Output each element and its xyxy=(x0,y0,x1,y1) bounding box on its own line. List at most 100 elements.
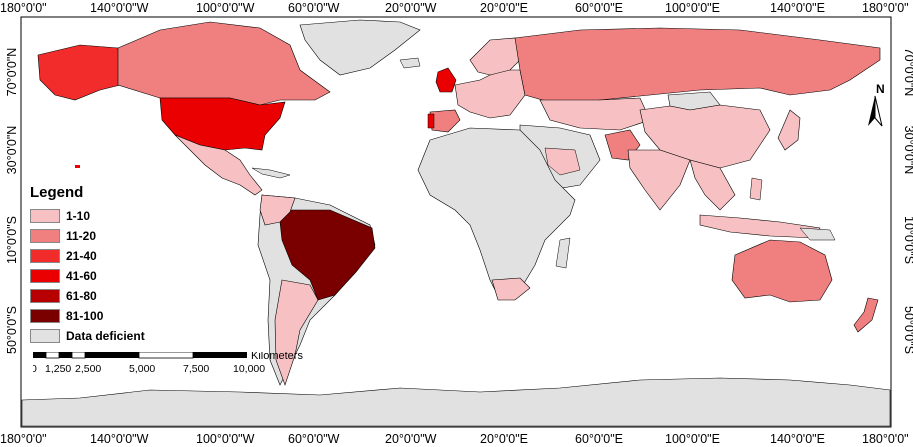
scale-label: 7,500 xyxy=(183,363,209,375)
legend-label: 1-10 xyxy=(66,209,91,223)
left-tick-label: 50°0'0"S xyxy=(5,306,19,354)
top-tick-label: 100°0'0"E xyxy=(665,1,720,15)
portugal xyxy=(427,113,435,129)
left-tick-label: 30°0'0"N xyxy=(5,126,19,175)
central-asia xyxy=(539,97,651,131)
bottom-tick-label: 100°0'0"E xyxy=(665,432,720,446)
southeast-asia xyxy=(689,159,736,211)
top-tick-label: 100°0'0"W xyxy=(196,1,255,15)
left-tick-label: 10°0'0"S xyxy=(5,216,19,264)
uk xyxy=(435,67,457,93)
top-tick-label: 60°0'0"E xyxy=(575,1,623,15)
top-tick-label: 20°0'0"W xyxy=(385,1,437,15)
legend-label: Data deficient xyxy=(66,329,145,343)
iceland xyxy=(399,57,421,69)
philippines xyxy=(749,177,763,201)
alaska xyxy=(37,44,121,101)
hawaii xyxy=(75,165,80,168)
right-tick-label: 10°0'0"S xyxy=(902,216,913,264)
northern-south-america xyxy=(259,194,296,226)
bottom-tick-label: 180°0'0" xyxy=(0,432,47,446)
left-tick-label: 70°0'0"N xyxy=(5,48,19,97)
bottom-tick-label: 20°0'0"E xyxy=(480,432,528,446)
legend-item: 81-100 xyxy=(30,306,155,326)
scale-label: 1,250 xyxy=(45,363,71,375)
scale-segment xyxy=(71,352,86,359)
north-arrow-right-half xyxy=(874,95,883,127)
legend-title: Legend xyxy=(30,184,84,201)
brazil xyxy=(279,209,376,301)
top-tick-label: 60°0'0"W xyxy=(288,1,340,15)
madagascar xyxy=(555,237,571,269)
argentina-chile xyxy=(274,279,319,386)
scale-bar: Kilometers 0 1,250 2,500 5,000 7,500 10,… xyxy=(33,352,303,375)
legend-swatch xyxy=(30,309,60,323)
legend-items: 1-10 11-20 21-40 41-60 61-80 81-100 Data defic… xyxy=(30,206,155,346)
bottom-tick-label: 180°0'0" xyxy=(862,432,909,446)
right-tick-label: 30°0'0"N xyxy=(902,126,913,175)
legend-swatch xyxy=(30,249,60,263)
bottom-tick-label: 140°0'0"W xyxy=(90,432,149,446)
bottom-tick-label: 20°0'0"W xyxy=(385,432,437,446)
legend-swatch xyxy=(30,229,60,243)
scale-segment xyxy=(193,352,247,358)
top-tick-label: 180°0'0" xyxy=(0,1,47,15)
right-tick-label: 70°0'0"N xyxy=(902,48,913,97)
south-africa xyxy=(491,277,531,301)
legend-item: 61-80 xyxy=(30,286,155,306)
north-arrow-left-half xyxy=(868,96,875,126)
scale-label: 0 xyxy=(33,363,37,375)
top-tick-label: 180°0'0" xyxy=(862,1,909,15)
bottom-tick-label: 140°0'0"E xyxy=(770,432,825,446)
left-axis: 70°0'0"N 30°0'0"N 10°0'0"S 50°0'0"S xyxy=(5,48,19,354)
north-arrow-icon: N xyxy=(868,82,885,127)
bottom-tick-label: 60°0'0"E xyxy=(575,432,623,446)
legend-swatch xyxy=(30,289,60,303)
top-tick-label: 140°0'0"W xyxy=(90,1,149,15)
top-tick-label: 140°0'0"E xyxy=(770,1,825,15)
scale-unit: Kilometers xyxy=(251,352,303,362)
scale-label: 5,000 xyxy=(129,363,155,375)
australia xyxy=(731,239,833,303)
scale-label: 2,500 xyxy=(75,363,101,375)
legend: Legend 1-10 11-20 21-40 41-60 61-80 81-100 Dat… xyxy=(30,184,155,346)
right-tick-label: 50°0'0"S xyxy=(902,306,913,354)
legend-item: 11-20 xyxy=(30,226,155,246)
right-axis: 70°0'0"N 30°0'0"N 10°0'0"S 50°0'0"S xyxy=(902,48,913,354)
legend-label: 11-20 xyxy=(66,229,97,243)
legend-label: 21-40 xyxy=(66,249,97,263)
legend-swatch xyxy=(30,269,60,283)
legend-label: 61-80 xyxy=(66,289,97,303)
africa xyxy=(417,127,576,301)
scale-segment xyxy=(138,352,194,359)
bottom-tick-label: 100°0'0"W xyxy=(196,432,255,446)
china xyxy=(639,104,771,169)
india xyxy=(627,149,691,211)
scale-segment xyxy=(45,352,60,359)
caribbean xyxy=(251,167,291,179)
bottom-axis: 180°0'0" 140°0'0"W 100°0'0"W 60°0'0"W 20… xyxy=(0,432,909,446)
arabian-country xyxy=(544,147,581,176)
bottom-tick-label: 60°0'0"W xyxy=(288,432,340,446)
north-label: N xyxy=(876,82,885,96)
legend-label: 41-60 xyxy=(66,269,97,283)
top-axis: 180°0'0" 140°0'0"W 100°0'0"W 60°0'0"W 20… xyxy=(0,1,909,15)
papua-new-guinea xyxy=(799,227,836,241)
scale-segment xyxy=(33,352,46,358)
antarctica xyxy=(21,377,891,427)
scandinavia xyxy=(469,37,526,76)
scale-segment xyxy=(59,352,72,358)
scale-segment xyxy=(85,352,139,358)
legend-item: 21-40 xyxy=(30,246,155,266)
legend-swatch xyxy=(30,329,60,343)
legend-swatch xyxy=(30,209,60,223)
legend-item: Data deficient xyxy=(30,326,155,346)
legend-label: 81-100 xyxy=(66,309,104,323)
new-zealand xyxy=(853,297,879,333)
top-tick-label: 20°0'0"E xyxy=(480,1,528,15)
legend-item: 1-10 xyxy=(30,206,155,226)
mexico xyxy=(174,134,263,196)
legend-item: 41-60 xyxy=(30,266,155,286)
greenland xyxy=(299,19,421,76)
